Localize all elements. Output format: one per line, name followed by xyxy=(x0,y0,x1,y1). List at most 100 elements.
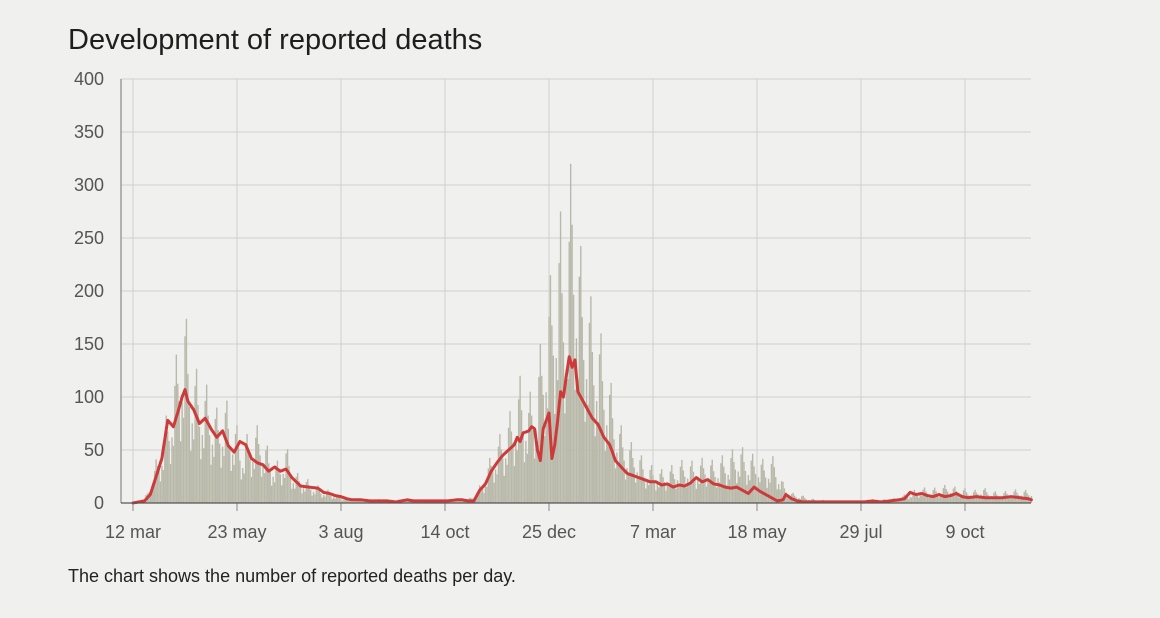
daily-bar xyxy=(1000,496,1002,503)
daily-bar xyxy=(676,480,679,503)
daily-bar xyxy=(311,495,313,503)
daily-bar xyxy=(543,436,546,503)
chart-title: Development of reported deaths xyxy=(68,24,483,56)
daily-bar xyxy=(351,501,354,503)
daily-bar xyxy=(242,468,244,503)
daily-bar xyxy=(308,485,310,503)
daily-bar xyxy=(621,447,624,503)
daily-bar xyxy=(187,373,189,503)
daily-bar xyxy=(177,383,179,503)
daily-bar xyxy=(483,493,485,503)
daily-bar xyxy=(581,317,583,503)
daily-bar xyxy=(964,488,966,503)
daily-bar xyxy=(740,454,742,503)
daily-bar xyxy=(272,476,274,503)
daily-bar xyxy=(270,485,273,503)
daily-bar xyxy=(461,500,464,503)
daily-bar xyxy=(246,434,248,503)
daily-bar xyxy=(489,457,491,503)
daily-bar xyxy=(717,478,719,503)
daily-bar xyxy=(645,488,647,503)
daily-bar xyxy=(158,469,160,503)
daily-bar xyxy=(525,440,527,503)
daily-bar xyxy=(913,489,916,503)
daily-bar xyxy=(513,465,516,503)
daily-bar xyxy=(538,376,540,503)
daily-bar xyxy=(164,435,166,503)
y-tick-label: 400 xyxy=(74,69,104,89)
daily-bar xyxy=(1022,496,1024,503)
daily-bar xyxy=(684,476,686,503)
daily-bar xyxy=(649,469,651,503)
daily-bar xyxy=(542,394,544,503)
daily-bar xyxy=(564,413,566,503)
daily-bar xyxy=(480,487,482,503)
daily-bar xyxy=(213,456,215,503)
daily-bar xyxy=(627,474,630,503)
daily-bar xyxy=(912,492,914,503)
daily-bar xyxy=(718,482,721,503)
daily-bar xyxy=(673,479,676,503)
daily-bar xyxy=(341,500,344,503)
daily-bar xyxy=(568,241,570,503)
daily-bar xyxy=(636,472,638,503)
daily-bar xyxy=(665,490,667,503)
daily-bar xyxy=(692,471,695,503)
daily-bar xyxy=(1009,498,1011,503)
daily-bar xyxy=(496,474,498,503)
daily-bar xyxy=(1019,498,1021,503)
daily-bar xyxy=(897,500,900,503)
daily-bar xyxy=(239,460,241,503)
daily-bar xyxy=(715,487,718,503)
daily-bar xyxy=(731,449,734,503)
daily-bar xyxy=(305,481,308,503)
daily-bar xyxy=(666,483,669,503)
daily-bar xyxy=(288,465,290,503)
daily-bar xyxy=(699,465,702,503)
daily-bar xyxy=(210,464,212,503)
daily-bar xyxy=(526,453,529,503)
daily-bar xyxy=(552,355,555,503)
daily-bar xyxy=(174,385,176,503)
y-tick-label: 300 xyxy=(74,175,104,195)
daily-bar xyxy=(584,421,586,503)
daily-bar xyxy=(276,460,279,503)
daily-bar xyxy=(512,442,514,503)
daily-bar xyxy=(205,384,208,503)
x-tick-label: 14 oct xyxy=(420,522,469,542)
daily-bar xyxy=(334,498,336,503)
daily-bar xyxy=(197,404,199,503)
daily-bar xyxy=(968,498,971,503)
daily-bar xyxy=(601,381,604,503)
daily-bar xyxy=(226,400,228,503)
daily-bar xyxy=(613,439,615,503)
daily-bar xyxy=(939,493,942,503)
daily-bar xyxy=(451,500,453,503)
y-tick-label: 200 xyxy=(74,281,104,301)
daily-bar xyxy=(302,488,305,503)
daily-bar xyxy=(753,466,755,503)
daily-bar xyxy=(705,486,708,503)
daily-bar xyxy=(301,493,303,503)
average-line xyxy=(131,355,1033,505)
daily-bar xyxy=(767,478,770,503)
daily-bar xyxy=(195,368,198,503)
daily-bar xyxy=(714,477,716,503)
daily-bar xyxy=(1001,497,1004,503)
daily-bar xyxy=(971,497,973,503)
daily-bar xyxy=(236,425,238,503)
daily-bar xyxy=(604,451,607,503)
daily-bar xyxy=(234,433,237,503)
daily-bar xyxy=(688,483,690,503)
daily-bar xyxy=(500,449,503,503)
y-tick-label: 100 xyxy=(74,387,104,407)
line-series xyxy=(131,355,1033,505)
daily-bar xyxy=(916,494,919,503)
daily-bar xyxy=(569,163,572,504)
daily-bar xyxy=(533,458,536,503)
daily-bar xyxy=(161,465,163,503)
daily-bar xyxy=(411,501,413,503)
daily-bar xyxy=(481,488,484,503)
daily-bar xyxy=(243,473,245,503)
daily-bar xyxy=(216,407,218,503)
